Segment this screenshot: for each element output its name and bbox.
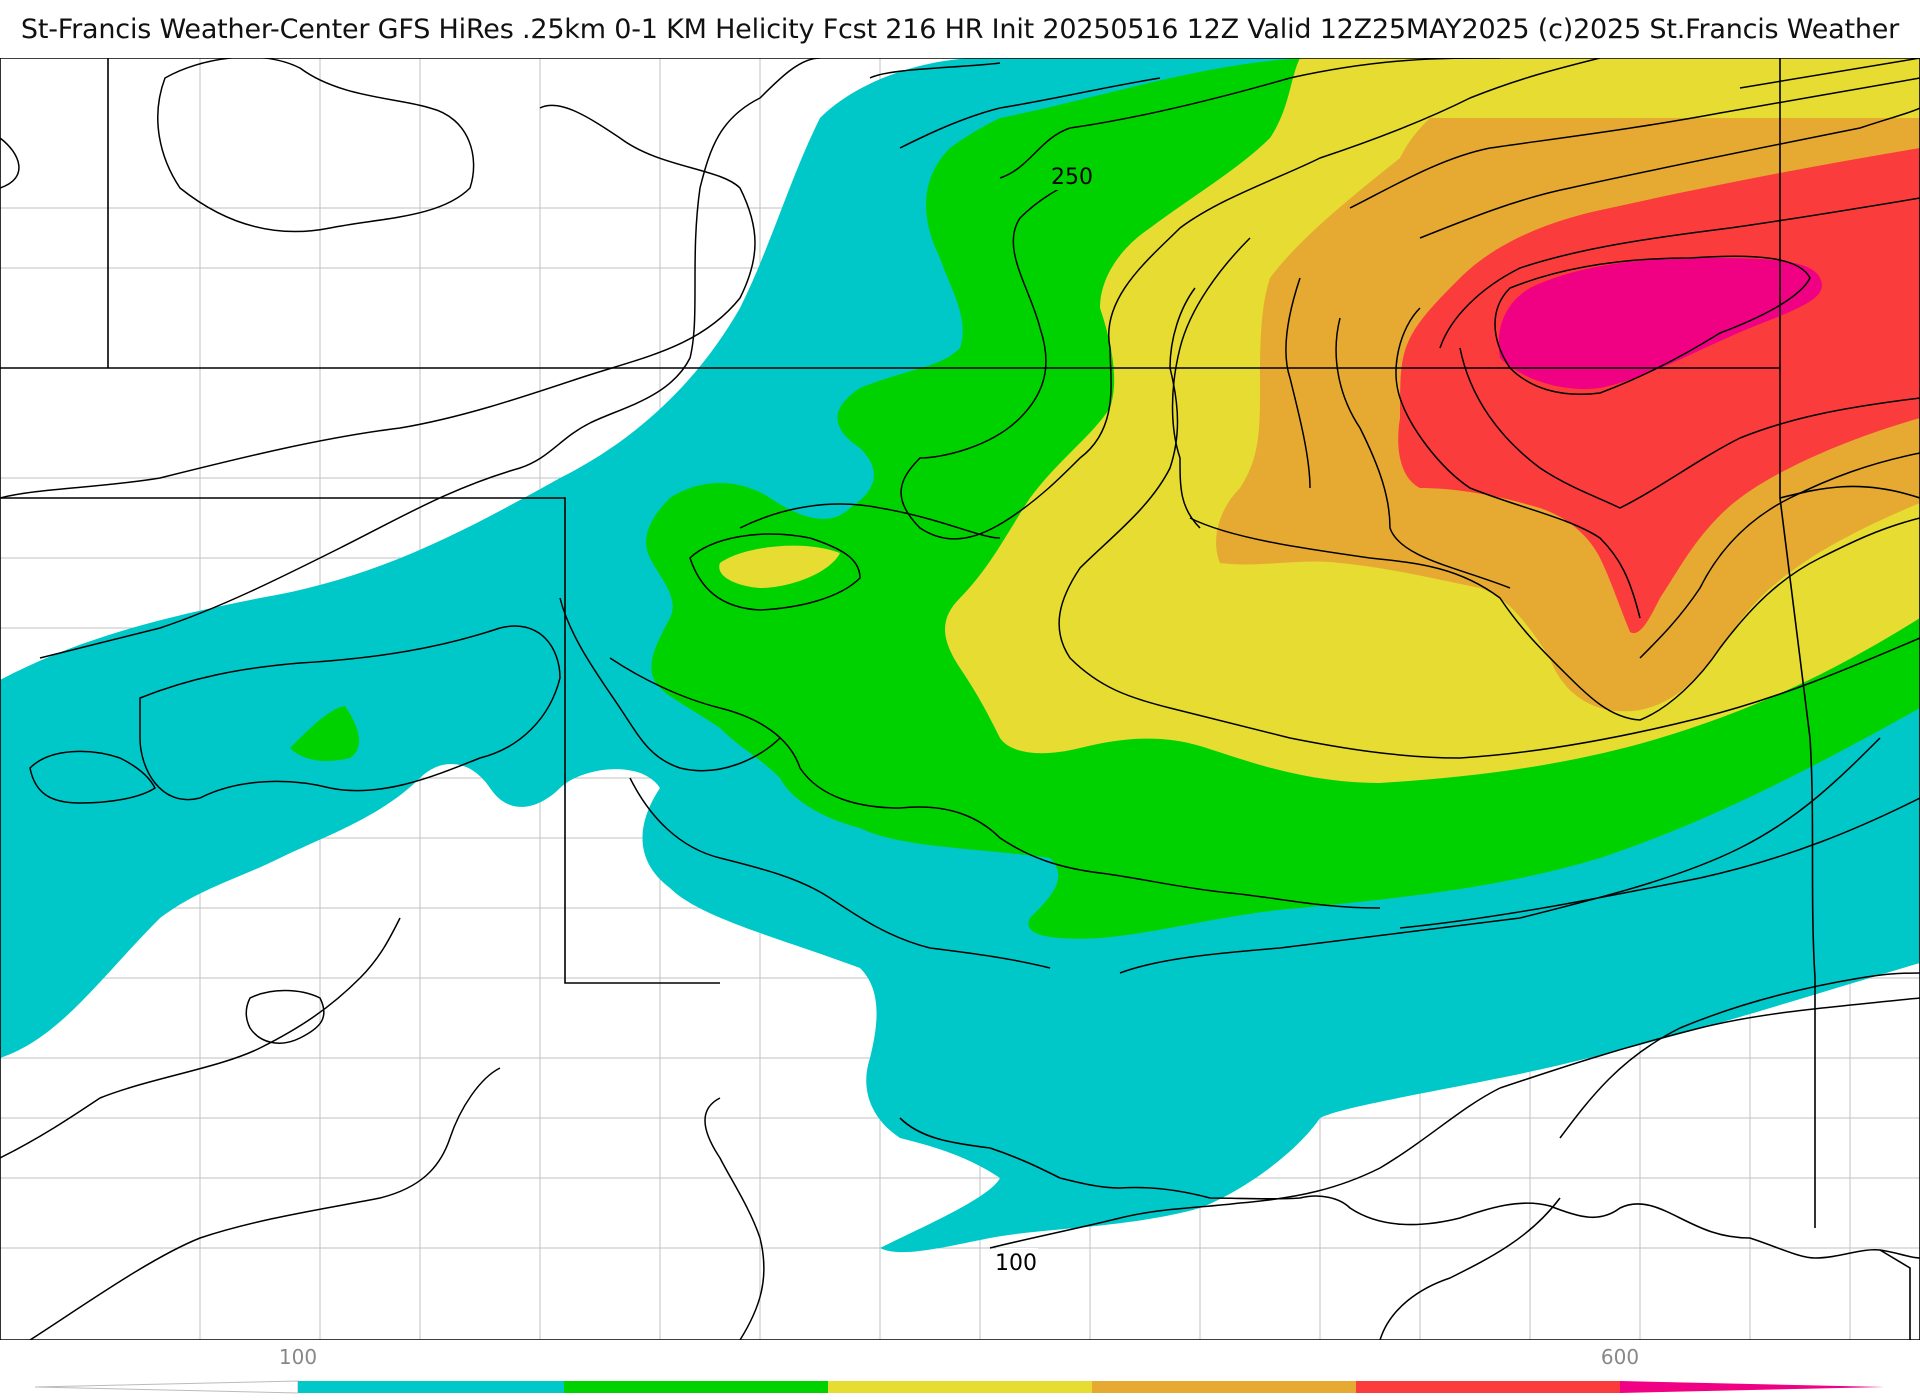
colorbar-band-400	[1092, 1381, 1356, 1393]
colorbar-tick-100: 100	[279, 1345, 317, 1369]
colorbar-band-100	[298, 1381, 564, 1393]
contour-label-250: 250	[1051, 165, 1093, 190]
colorbar-tick-600: 600	[1601, 1345, 1639, 1369]
colorbar-band-300	[828, 1381, 1092, 1393]
colorbar-low-arrow	[35, 1381, 298, 1393]
helicity-map: 250 100	[0, 58, 1920, 1340]
map-title: St-Francis Weather-Center GFS HiRes .25k…	[0, 14, 1920, 45]
contour-label-100: 100	[995, 1251, 1037, 1276]
colorbar-band-200	[564, 1381, 828, 1393]
colorbar: 100 600	[0, 1340, 1920, 1400]
colorbar-high-arrow	[1620, 1381, 1885, 1393]
helicity-fill	[0, 58, 1920, 1252]
colorbar-band-500	[1356, 1381, 1620, 1393]
